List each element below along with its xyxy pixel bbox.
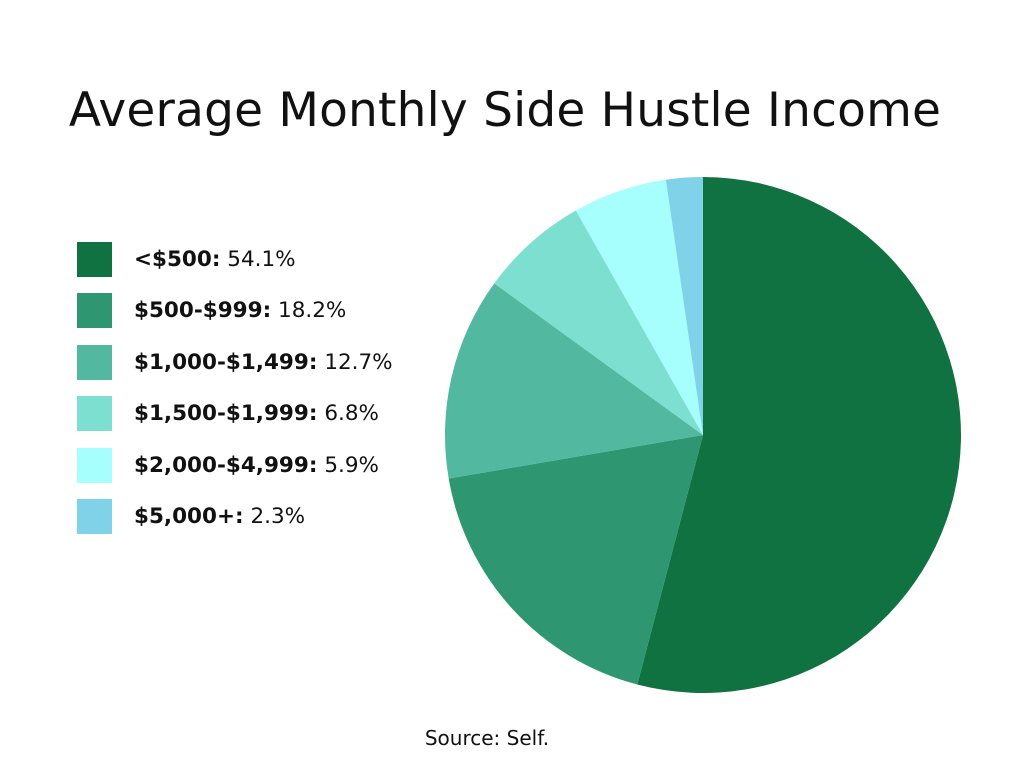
legend-item: $500-$999: 18.2% bbox=[77, 293, 393, 329]
legend-item: $1,500-$1,999: 6.8% bbox=[77, 396, 393, 432]
legend-entry: $1,000-$1,499: 12.7% bbox=[134, 350, 393, 375]
pie-slice-3 bbox=[444, 283, 703, 479]
legend-swatch bbox=[77, 499, 112, 535]
legend-label: $2,000-$4,999: bbox=[134, 452, 318, 478]
legend-swatch bbox=[77, 344, 112, 380]
pie-slice-1 bbox=[637, 177, 961, 693]
legend-entry: $2,000-$4,999: 5.9% bbox=[134, 453, 379, 478]
legend-item: $5,000+: 2.3% bbox=[77, 499, 393, 535]
legend-entry: $500-$999: 18.2% bbox=[134, 298, 346, 323]
legend-label: $5,000+: bbox=[134, 504, 244, 530]
pie-slice-5 bbox=[575, 179, 703, 435]
legend-item: $2,000-$4,999: 5.9% bbox=[77, 447, 393, 483]
legend-value: 18.2% bbox=[278, 298, 347, 324]
legend-item: $1,000-$1,499: 12.7% bbox=[77, 344, 393, 380]
legend-swatch bbox=[77, 396, 112, 432]
pie-chart bbox=[444, 177, 961, 693]
legend-entry: <$500: 54.1% bbox=[134, 247, 296, 272]
pie-slice-2 bbox=[448, 435, 703, 685]
legend-value: 6.8% bbox=[324, 401, 379, 427]
chart-title: Average Monthly Side Hustle Income bbox=[68, 83, 942, 139]
legend-entry: $5,000+: 2.3% bbox=[134, 504, 305, 529]
legend-label: $1,500-$1,999: bbox=[134, 401, 318, 427]
legend-value: 2.3% bbox=[250, 504, 306, 530]
legend-value: 5.9% bbox=[324, 452, 379, 478]
legend-value: 12.7% bbox=[324, 349, 393, 375]
legend-entry: $1,500-$1,999: 6.8% bbox=[134, 401, 379, 426]
pie-slice-4 bbox=[494, 210, 703, 435]
legend-swatch bbox=[77, 293, 112, 329]
chart-legend: <$500: 54.1% $500-$999: 18.2% $1,000-$1,… bbox=[77, 241, 393, 551]
legend-label: $1,000-$1,499: bbox=[134, 349, 318, 375]
legend-value: 54.1% bbox=[227, 246, 296, 272]
source-note: Source: Self. bbox=[424, 726, 550, 750]
legend-swatch bbox=[77, 447, 112, 483]
pie-slice-6 bbox=[665, 177, 703, 435]
legend-label: $500-$999: bbox=[134, 298, 272, 324]
legend-item: <$500: 54.1% bbox=[77, 241, 393, 277]
legend-label: <$500: bbox=[134, 246, 221, 272]
legend-swatch bbox=[77, 241, 112, 277]
